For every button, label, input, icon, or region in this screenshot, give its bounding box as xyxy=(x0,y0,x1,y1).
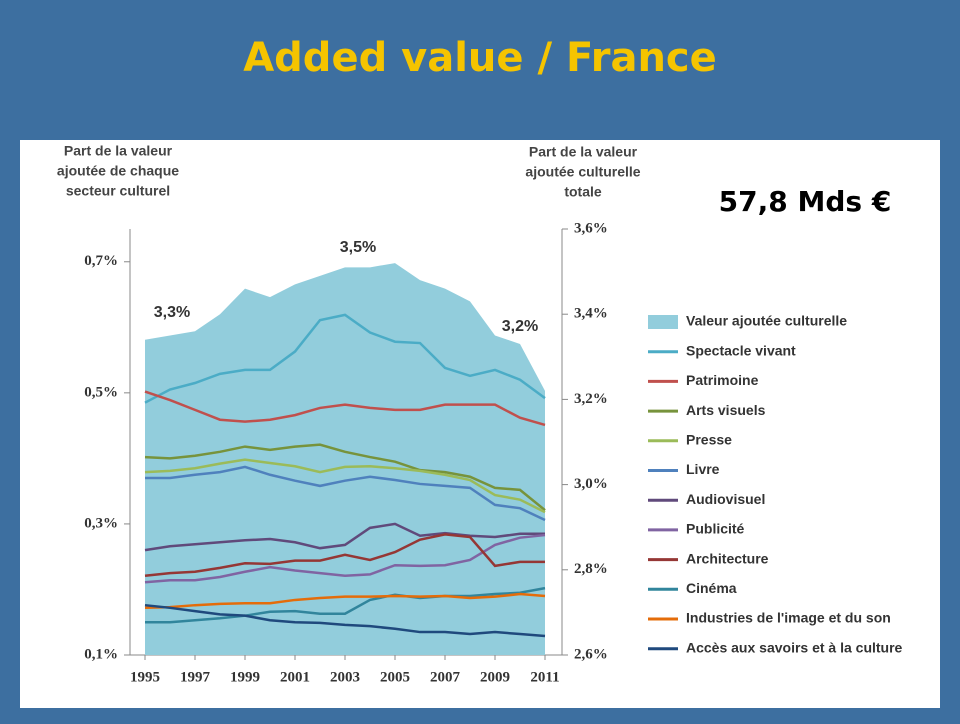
line xyxy=(144,533,545,577)
x-tick-label: 1995 xyxy=(130,669,160,685)
legend-label: Publicité xyxy=(686,521,745,537)
y2-tick-label: 3,6% xyxy=(574,220,608,236)
legend-label: Presse xyxy=(686,432,732,448)
x-tick-label: 2003 xyxy=(330,669,360,685)
legend-label: Livre xyxy=(686,461,720,477)
line xyxy=(144,522,545,552)
x-tick-label: 2011 xyxy=(530,669,559,685)
slide-title: Added value / France xyxy=(243,35,717,81)
line xyxy=(144,533,546,584)
x-tick-label: 2001 xyxy=(280,669,310,685)
area xyxy=(145,263,545,655)
total-label: 57,8 Mds € xyxy=(719,185,892,218)
line xyxy=(144,390,546,427)
y-tick-label: 0,1% xyxy=(84,646,118,662)
legend-label: Audiovisuel xyxy=(686,491,765,507)
y-tick-label: 0,5% xyxy=(84,384,118,400)
left-axis-label: ajoutée de chaque xyxy=(57,163,179,179)
y2-tick-label: 2,6% xyxy=(574,646,608,662)
x-tick-label: 2007 xyxy=(430,669,461,685)
left-axis-label: secteur culturel xyxy=(66,183,170,199)
x-tick-label: 2005 xyxy=(380,669,410,685)
legend-label: Architecture xyxy=(686,550,769,566)
y2-tick-label: 3,2% xyxy=(574,391,608,407)
legend-label: Cinéma xyxy=(686,580,737,596)
x-tick-label: 1999 xyxy=(230,669,260,685)
y2-tick-label: 3,0% xyxy=(574,476,608,492)
legend-label: Arts visuels xyxy=(686,402,766,418)
annotation: 3,5% xyxy=(340,239,376,256)
legend-label: Accès aux savoirs et à la culture xyxy=(686,639,903,655)
y2-tick-label: 3,4% xyxy=(574,306,608,322)
line xyxy=(144,443,546,512)
left-axis-label: Part de la valeur xyxy=(64,143,173,159)
annotation: 3,3% xyxy=(154,304,190,321)
legend-label: Industries de l'image et du son xyxy=(686,610,891,626)
line xyxy=(145,586,546,624)
x-tick-label: 2009 xyxy=(480,669,510,685)
legend-label: Spectacle vivant xyxy=(686,342,796,358)
right-axis-label: ajoutée culturelle xyxy=(525,164,640,180)
right-axis-label: totale xyxy=(564,184,602,200)
line xyxy=(144,458,546,514)
y2-tick-label: 2,8% xyxy=(574,561,608,577)
y-tick-label: 0,3% xyxy=(84,515,118,531)
legend-label: Patrimoine xyxy=(686,372,759,388)
x-tick-label: 1997 xyxy=(180,669,211,685)
legend-label: Valeur ajoutée culturelle xyxy=(686,313,847,329)
line xyxy=(144,603,546,638)
right-axis-label: Part de la valeur xyxy=(529,144,638,160)
annotation: 3,2% xyxy=(502,318,538,335)
y-tick-label: 0,7% xyxy=(84,253,118,269)
line xyxy=(144,313,546,404)
line xyxy=(144,592,546,610)
legend-swatch xyxy=(648,315,678,329)
line xyxy=(145,465,546,522)
